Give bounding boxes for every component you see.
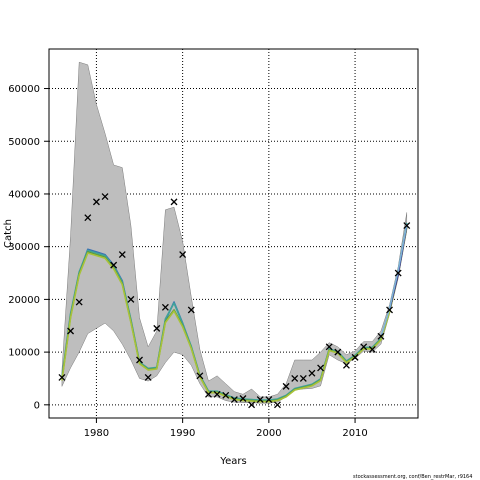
plot-frame (48, 48, 419, 419)
x-tick-label: 1990 (170, 428, 195, 439)
observed-marker (256, 396, 264, 404)
observed-marker (213, 390, 221, 398)
observed-marker (222, 391, 230, 399)
observed-marker (386, 306, 394, 314)
series-line-6 (380, 223, 408, 338)
x-axis-title: Years (219, 456, 246, 467)
observed-marker (127, 295, 135, 303)
observed-marker (282, 382, 290, 390)
y-tick-label: 20000 (8, 295, 40, 306)
observed-marker (265, 396, 273, 404)
observed-marker (230, 396, 238, 404)
observed-marker (368, 346, 376, 353)
observed-marker (403, 222, 411, 230)
y-tick-label: 30000 (8, 242, 40, 253)
observed-marker (67, 327, 75, 335)
observed-marker (75, 298, 83, 306)
y-tick-label: 40000 (8, 189, 40, 200)
observed-marker (161, 303, 169, 311)
observed-marker (110, 261, 118, 269)
observed-marker (170, 198, 178, 206)
y-tick-label: 60000 (8, 84, 40, 95)
observed-marker (342, 361, 350, 369)
observed-marker (84, 214, 92, 222)
observed-marker (308, 369, 316, 377)
observed-marker (196, 372, 204, 380)
observed-marker (274, 401, 281, 409)
observed-marker (118, 251, 126, 259)
axes: 1980 1990 2000 2010 0 10000 20000 30000 40000 500… (8, 84, 368, 439)
y-tick-label: 50000 (8, 137, 40, 148)
observed-marker (92, 198, 100, 206)
observed-marker (136, 356, 143, 364)
observed-marker (317, 364, 325, 372)
observed-marker (144, 373, 152, 381)
observed-marker (377, 332, 385, 340)
observed-marker (299, 375, 307, 382)
y-tick-label: 10000 (8, 348, 40, 359)
observed-marker (205, 390, 212, 398)
observed-marker (325, 343, 333, 351)
observed-marker (179, 251, 187, 259)
observed-marker (58, 373, 66, 381)
observed-marker (248, 401, 256, 409)
y-axis-title: Catch (3, 219, 14, 248)
observed-marker (101, 193, 109, 201)
observed-marker (153, 324, 161, 332)
observed-marker (187, 306, 195, 314)
y-tick-label: 0 (34, 400, 40, 411)
observed-marker (394, 269, 402, 277)
x-tick-label: 1980 (84, 428, 109, 439)
observed-markers (58, 193, 411, 409)
observed-marker (360, 343, 368, 351)
x-tick-label: 2000 (256, 428, 281, 439)
footer-credit: stockassessment.org, conf/Ben_restrMar, … (353, 474, 473, 480)
observed-marker (291, 375, 299, 382)
x-tick-label: 2010 (342, 428, 367, 439)
observed-marker (239, 395, 247, 402)
observed-marker (334, 348, 342, 356)
observed-marker (351, 353, 359, 361)
